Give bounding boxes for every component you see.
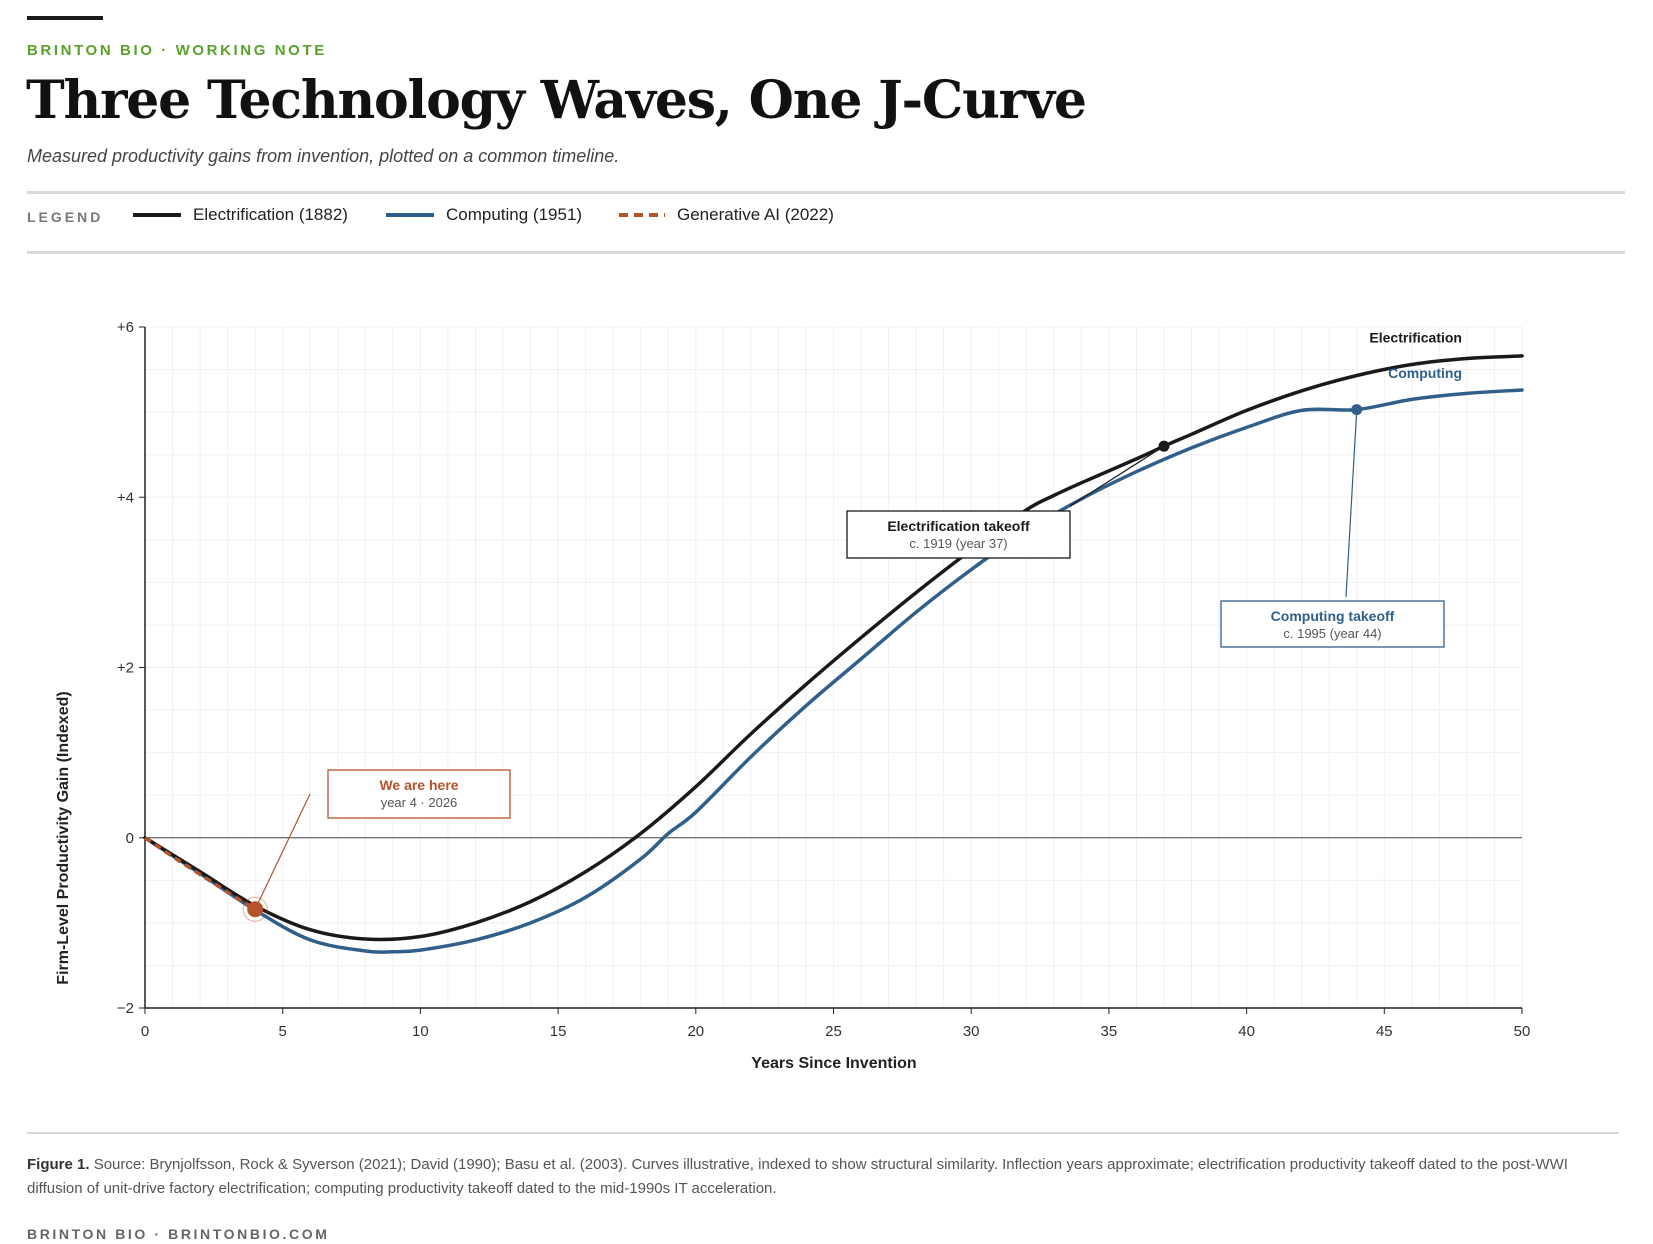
page-title: Three Technology Waves, One J-Curve: [26, 70, 1087, 131]
y-axis-label: Firm-Level Productivity Gain (Indexed): [55, 691, 72, 984]
x-tick-label: 5: [279, 1023, 287, 1040]
annotation-box-elec: [846, 510, 1071, 559]
annotation-box-comp: [1220, 600, 1445, 648]
series-line-electrification: [143, 354, 1524, 942]
y-tick-label: +6: [117, 319, 134, 336]
legend-swatch-generative-ai: [619, 213, 665, 217]
legend-bottom-rule: [27, 251, 1625, 254]
x-tick-label: 35: [1101, 1023, 1118, 1040]
series-line-generative-ai: [144, 836, 257, 911]
annotation-marker-ai: [247, 901, 264, 918]
footer-credit: BRINTON BIO · BRINTONBIO.COM: [27, 1226, 330, 1242]
series-end-label-computing: Computing: [1388, 365, 1462, 381]
legend-top-rule: [27, 191, 1625, 194]
x-tick-label: 25: [825, 1023, 842, 1040]
x-tick-label: 30: [963, 1023, 980, 1040]
y-tick-label: 0: [126, 830, 134, 847]
annotation-marker-elec: [1158, 440, 1170, 452]
series-line-computing: [143, 388, 1524, 954]
x-tick-label: 0: [141, 1023, 149, 1040]
legend-text-electrification: Electrification (1882): [193, 205, 348, 224]
y-tick-label: +2: [117, 660, 134, 677]
legend-item-computing: Computing (1951): [386, 203, 582, 227]
series-end-label-electrification: Electrification: [1369, 329, 1462, 345]
legend-text-computing: Computing (1951): [446, 205, 583, 224]
annotation-title-elec: Electrification takeoff: [887, 518, 1030, 534]
annotation-subtitle-comp: c. 1995 (year 44): [1283, 626, 1381, 641]
x-axis-label: Years Since Invention: [751, 1055, 916, 1072]
caption-label: Figure 1.: [27, 1156, 90, 1173]
annotation-title-ai: We are here: [379, 777, 458, 793]
x-tick-label: 45: [1376, 1023, 1393, 1040]
annotation-leader-ai: [254, 793, 311, 910]
x-tick-label: 20: [687, 1023, 704, 1040]
x-tick-label: 40: [1238, 1023, 1255, 1040]
legend-swatch-computing: [386, 213, 434, 217]
annotation-marker-comp: [1351, 404, 1363, 416]
legend-swatch-electrification: [133, 213, 181, 217]
x-tick-label: 15: [550, 1023, 567, 1040]
kicker: BRINTON BIO · WORKING NOTE: [27, 42, 327, 59]
annotation-title-comp: Computing takeoff: [1271, 608, 1395, 624]
top-accent-bar: [27, 16, 103, 20]
caption-text: Source: Brynjolfsson, Rock & Syverson (2…: [27, 1156, 1568, 1197]
x-tick-label: 50: [1514, 1023, 1531, 1040]
line-chart: 0 5 10 15 20 25 30 35 40 45 50 −2 0 +2 +4 +6 Electrific…: [55, 319, 1531, 1072]
annotation-leader-comp: [1345, 409, 1358, 598]
annotation-subtitle-ai: year 4 · 2026: [381, 795, 458, 810]
figure-caption: Figure 1. Source: Brynjolfsson, Rock & S…: [27, 1153, 1617, 1201]
x-tick-label: 10: [412, 1023, 429, 1040]
annotation-box-ai: [327, 769, 511, 819]
legend-text-generative-ai: Generative AI (2022): [677, 205, 834, 224]
annotation-leader-elec: [1069, 445, 1165, 507]
y-tick-label: −2: [117, 1000, 134, 1017]
legend-item-generative-ai: Generative AI (2022): [619, 203, 834, 227]
y-tick-label: +4: [117, 489, 134, 506]
annotation-subtitle-elec: c. 1919 (year 37): [909, 536, 1007, 551]
legend-item-electrification: Electrification (1882): [133, 203, 348, 227]
page-subtitle: Measured productivity gains from inventi…: [27, 146, 620, 166]
caption-rule: [27, 1132, 1619, 1134]
legend-label: LEGEND: [27, 209, 104, 225]
annotation-halo-ai: [242, 896, 268, 922]
